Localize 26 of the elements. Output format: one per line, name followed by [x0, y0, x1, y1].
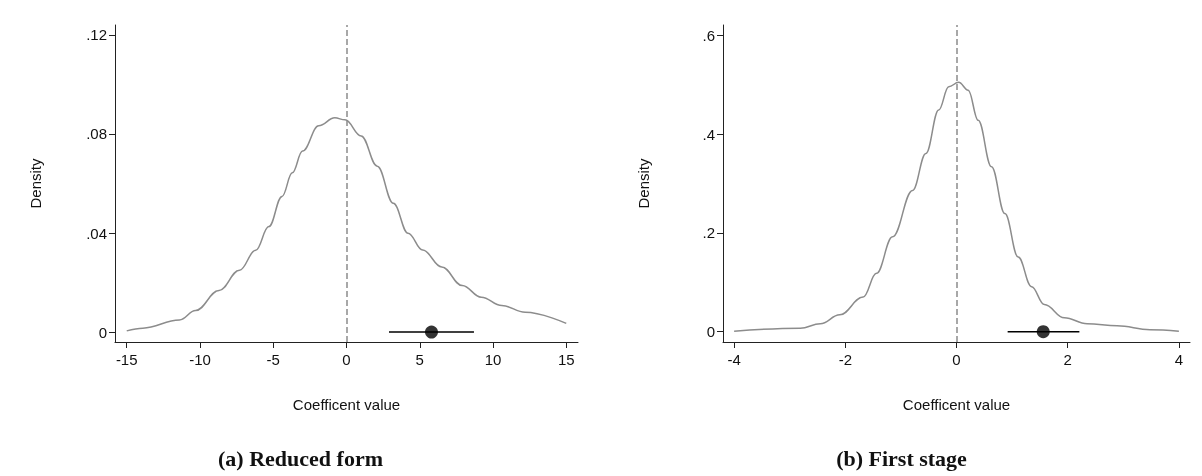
x-tick-label: 15 [557, 351, 575, 368]
x-tick-label: -10 [189, 351, 211, 368]
x-tick-label: 0 [342, 351, 351, 368]
y-axis-title: Density [635, 158, 652, 209]
x-tick-label: 4 [1174, 351, 1184, 368]
x-tick-label: -15 [115, 351, 138, 368]
y-axis-title: Density [27, 158, 44, 209]
x-tick-label: 5 [415, 351, 424, 368]
y-tick-label: .4 [702, 125, 715, 143]
x-tick-label: 10 [484, 351, 502, 368]
x-tick-label: -2 [838, 351, 852, 368]
x-tick-label: -4 [727, 351, 741, 368]
y-tick-label: .2 [702, 224, 715, 242]
y-tick-label: 0 [98, 323, 107, 341]
x-tick-label: -5 [266, 351, 280, 368]
y-tick-label: .08 [86, 125, 107, 143]
x-axis-title: Coefficent value [902, 396, 1011, 413]
y-tick-label: .6 [702, 26, 715, 44]
y-tick-label: .12 [86, 26, 107, 44]
x-tick-label: 2 [1063, 351, 1072, 368]
text: (b) First stage [836, 445, 968, 471]
y-tick-label: .04 [86, 224, 107, 242]
x-axis-title: Coefficent value [292, 396, 401, 413]
text: (a) Reduced form [218, 445, 383, 471]
y-tick-label: 0 [706, 323, 715, 341]
x-tick-label: 0 [952, 351, 961, 368]
